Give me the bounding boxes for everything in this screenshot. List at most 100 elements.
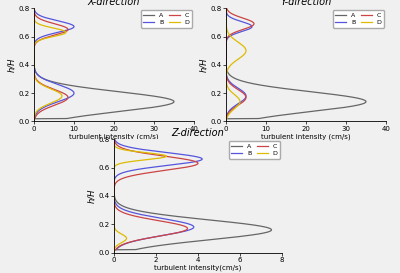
- B: [112, 197, 117, 200]
- A: [224, 65, 229, 69]
- A: [32, 52, 36, 56]
- D: [227, 65, 232, 69]
- Line: B: B: [34, 8, 74, 121]
- C: [32, 9, 36, 13]
- C: [185, 158, 190, 161]
- Y-axis label: h/H: h/H: [199, 58, 208, 72]
- A: [32, 120, 36, 123]
- A: [224, 9, 228, 13]
- A: [224, 27, 228, 30]
- C: [112, 251, 116, 254]
- A: [32, 9, 36, 13]
- D: [226, 66, 231, 69]
- Legend: A, B, C, D: A, B, C, D: [140, 10, 192, 28]
- B: [224, 58, 228, 62]
- D: [32, 120, 36, 123]
- D: [32, 7, 36, 10]
- Line: A: A: [226, 8, 366, 121]
- A: [32, 65, 37, 69]
- A: [224, 58, 228, 62]
- C: [32, 66, 36, 69]
- A: [32, 66, 37, 69]
- B: [224, 120, 228, 123]
- A: [112, 138, 116, 141]
- D: [112, 138, 116, 141]
- D: [224, 27, 229, 30]
- C: [32, 120, 36, 123]
- D: [224, 9, 228, 13]
- D: [112, 183, 116, 187]
- B: [112, 138, 117, 141]
- Line: C: C: [226, 8, 254, 121]
- C: [243, 27, 248, 30]
- C: [112, 138, 117, 141]
- C: [224, 120, 228, 123]
- Title: X-direction: X-direction: [88, 0, 140, 7]
- B: [32, 9, 37, 13]
- B: [200, 158, 204, 161]
- C: [32, 58, 36, 62]
- B: [112, 189, 116, 193]
- Line: D: D: [114, 139, 166, 253]
- D: [54, 27, 58, 30]
- C: [32, 65, 36, 69]
- C: [224, 65, 228, 69]
- D: [224, 120, 228, 123]
- C: [65, 27, 70, 30]
- D: [32, 58, 36, 62]
- B: [224, 66, 228, 69]
- B: [32, 7, 37, 10]
- Y-axis label: h/H: h/H: [87, 189, 96, 203]
- D: [112, 197, 116, 200]
- B: [224, 52, 228, 56]
- A: [224, 7, 228, 10]
- Line: B: B: [226, 8, 252, 121]
- D: [112, 140, 116, 144]
- Line: C: C: [34, 8, 68, 121]
- C: [112, 189, 116, 193]
- A: [32, 7, 36, 10]
- B: [32, 65, 37, 69]
- D: [224, 7, 228, 10]
- D: [32, 66, 36, 69]
- B: [112, 183, 116, 187]
- Line: D: D: [226, 8, 246, 121]
- B: [32, 52, 36, 56]
- B: [32, 120, 36, 123]
- X-axis label: turbulent intensity (cm/s): turbulent intensity (cm/s): [261, 133, 351, 140]
- Legend: A, B, C, D: A, B, C, D: [228, 141, 280, 159]
- D: [32, 9, 36, 13]
- C: [224, 52, 228, 56]
- A: [32, 27, 36, 30]
- B: [69, 27, 74, 30]
- Title: Y-direction: Y-direction: [280, 0, 332, 7]
- Line: B: B: [114, 139, 202, 253]
- B: [224, 9, 228, 13]
- D: [32, 65, 36, 69]
- B: [112, 251, 116, 254]
- C: [226, 9, 230, 13]
- D: [112, 251, 116, 254]
- A: [224, 66, 229, 69]
- B: [224, 65, 228, 69]
- C: [112, 140, 117, 144]
- X-axis label: turbulent intensity(cm/s): turbulent intensity(cm/s): [154, 264, 242, 271]
- A: [112, 140, 116, 144]
- Line: A: A: [34, 8, 174, 121]
- Legend: A, B, C, D: A, B, C, D: [332, 10, 384, 28]
- Line: A: A: [114, 139, 272, 253]
- C: [224, 7, 229, 10]
- A: [32, 58, 36, 62]
- B: [248, 27, 252, 30]
- A: [113, 197, 118, 200]
- D: [144, 158, 149, 161]
- C: [112, 197, 116, 200]
- D: [242, 52, 247, 56]
- D: [32, 52, 36, 56]
- C: [32, 7, 36, 10]
- C: [224, 58, 228, 62]
- B: [32, 58, 36, 62]
- A: [224, 120, 228, 123]
- B: [32, 66, 37, 69]
- A: [112, 196, 117, 200]
